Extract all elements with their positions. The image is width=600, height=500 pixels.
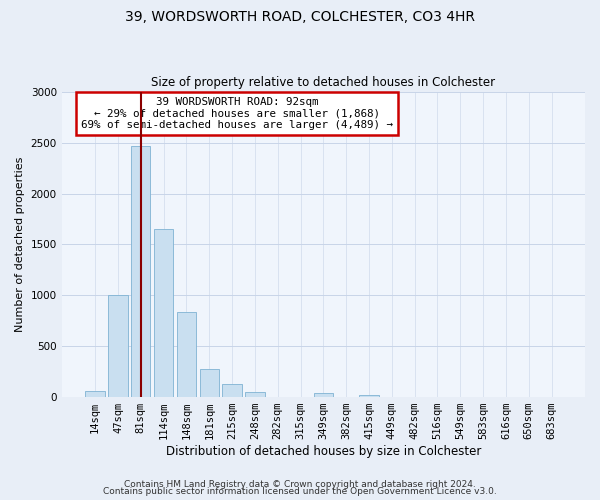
Y-axis label: Number of detached properties: Number of detached properties (15, 156, 25, 332)
Bar (177, 312, 196, 396)
Text: 39, WORDSWORTH ROAD, COLCHESTER, CO3 4HR: 39, WORDSWORTH ROAD, COLCHESTER, CO3 4HR (125, 10, 475, 24)
X-axis label: Distribution of detached houses by size in Colchester: Distribution of detached houses by size … (166, 444, 481, 458)
Text: Contains public sector information licensed under the Open Government Licence v3: Contains public sector information licen… (103, 487, 497, 496)
Bar (154, 229, 173, 396)
Bar (85, 391, 105, 396)
Bar (223, 384, 242, 396)
Text: Contains HM Land Registry data © Crown copyright and database right 2024.: Contains HM Land Registry data © Crown c… (124, 480, 476, 489)
Title: Size of property relative to detached houses in Colchester: Size of property relative to detached ho… (151, 76, 496, 90)
Bar (108, 295, 128, 396)
Bar (245, 392, 265, 396)
Text: 39 WORDSWORTH ROAD: 92sqm
← 29% of detached houses are smaller (1,868)
69% of se: 39 WORDSWORTH ROAD: 92sqm ← 29% of detac… (81, 96, 393, 130)
Bar (200, 369, 219, 396)
Bar (314, 393, 333, 396)
Bar (131, 146, 151, 397)
Bar (359, 394, 379, 396)
